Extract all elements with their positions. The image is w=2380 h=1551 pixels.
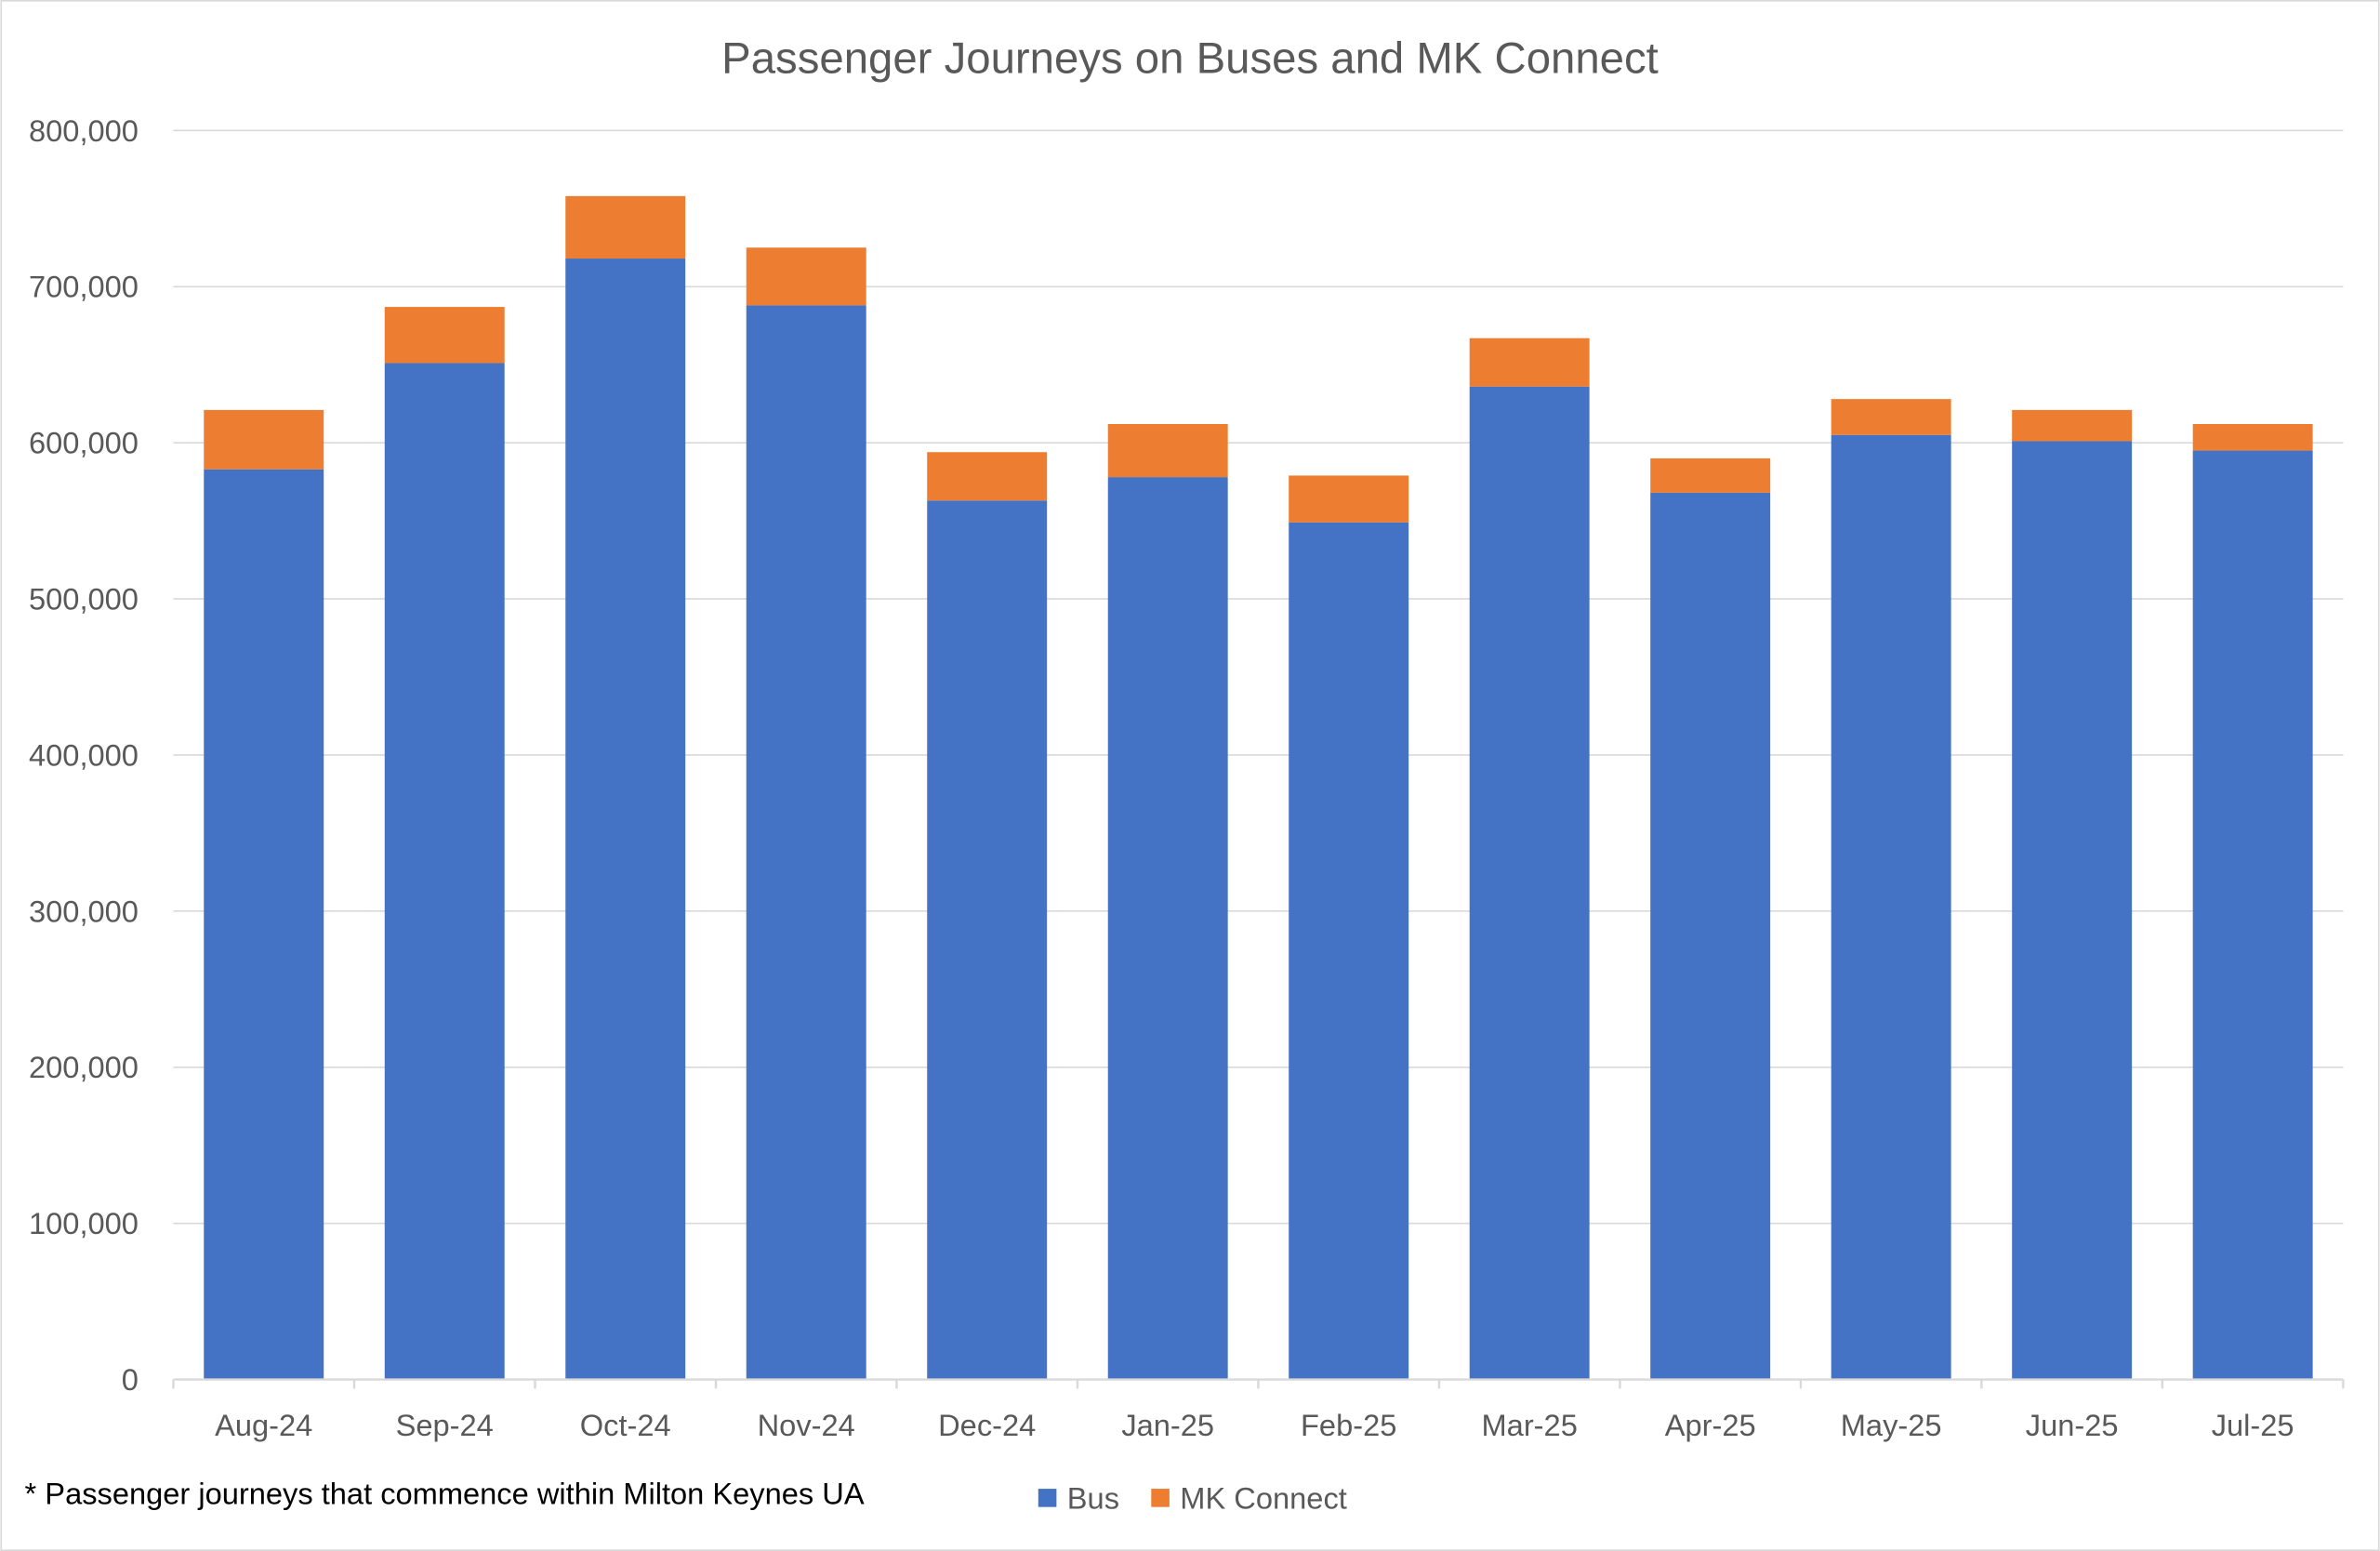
chart-title: Passenger Journeys on Buses and MK Conne… xyxy=(721,33,1659,83)
x-tick-label: Oct-24 xyxy=(580,1408,671,1442)
y-tick-label: 800,000 xyxy=(29,113,139,148)
y-tick-label: 300,000 xyxy=(29,894,139,928)
x-axis: Aug-24 Sep-24 Oct-24 Nov-24 Dec-24 Jan-25 Feb-… xyxy=(172,1378,2345,1442)
bar-bus xyxy=(565,258,686,1380)
bar-mk-connect xyxy=(927,452,1048,501)
bar-bus xyxy=(1107,477,1228,1380)
bar-mk-connect xyxy=(1831,399,1951,435)
y-tick-label: 400,000 xyxy=(29,737,139,772)
bar-bus xyxy=(2012,441,2133,1380)
x-tick-label: Jun-25 xyxy=(2026,1408,2119,1442)
y-tick-label: 200,000 xyxy=(29,1050,139,1084)
bar-bus xyxy=(1469,386,1590,1380)
legend: Bus MK Connect xyxy=(1038,1480,1347,1515)
x-tick-label: Feb-25 xyxy=(1301,1408,1396,1442)
bars xyxy=(204,195,2313,1380)
x-tick-label: Apr-25 xyxy=(1665,1408,1756,1442)
bar-mk-connect xyxy=(2012,409,2133,442)
gridlines xyxy=(173,129,2344,1225)
legend-swatch xyxy=(1038,1489,1057,1507)
y-axis-ticks: 0 100,000 200,000 300,000 400,000 500,000 600,… xyxy=(29,113,139,1397)
x-tick-label: Mar-25 xyxy=(1482,1408,1578,1442)
bar-bus xyxy=(746,305,866,1380)
legend-label: Bus xyxy=(1067,1480,1119,1515)
bar-bus xyxy=(927,500,1048,1380)
x-tick-label: Dec-24 xyxy=(938,1408,1036,1442)
x-tick-label: Jan-25 xyxy=(1121,1408,1214,1442)
x-tick-label: Aug-24 xyxy=(215,1408,312,1442)
y-tick-label: 0 xyxy=(122,1362,139,1397)
x-tick-label: Nov-24 xyxy=(758,1408,855,1442)
y-tick-label: 700,000 xyxy=(29,270,139,304)
y-tick-label: 500,000 xyxy=(29,581,139,616)
bar-bus xyxy=(204,469,324,1380)
bar-mk-connect xyxy=(1107,424,1228,478)
legend-swatch xyxy=(1151,1489,1170,1507)
footnote: * Passenger journeys that commence withi… xyxy=(25,1476,865,1510)
bar-mk-connect xyxy=(2192,424,2313,451)
legend-label: MK Connect xyxy=(1180,1480,1347,1515)
y-tick-label: 100,000 xyxy=(29,1206,139,1240)
bar-bus xyxy=(384,363,505,1380)
x-tick-label: Jul-25 xyxy=(2212,1408,2294,1442)
bar-mk-connect xyxy=(1469,338,1590,387)
y-tick-label: 600,000 xyxy=(29,426,139,460)
bar-bus xyxy=(2192,450,2313,1380)
bar-mk-connect xyxy=(1289,475,1409,523)
bar-mk-connect xyxy=(565,195,686,259)
bar-bus xyxy=(1831,434,1951,1380)
bar-mk-connect xyxy=(746,247,866,306)
bar-mk-connect xyxy=(204,409,324,470)
bar-bus xyxy=(1650,492,1771,1380)
bar-mk-connect xyxy=(384,307,505,364)
x-tick-label: May-25 xyxy=(1841,1408,1942,1442)
bar-mk-connect xyxy=(1650,457,1771,493)
bar-bus xyxy=(1289,522,1409,1380)
x-tick-label: Sep-24 xyxy=(396,1408,494,1442)
